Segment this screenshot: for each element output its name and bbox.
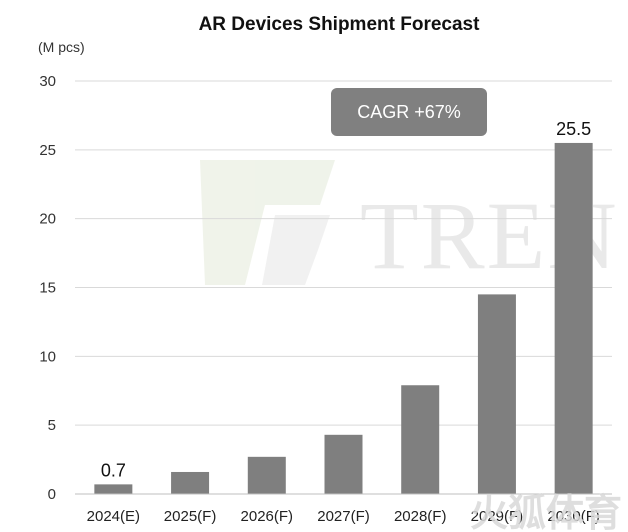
y-tick-label: 15 (39, 280, 56, 297)
y-tick-label: 20 (39, 211, 56, 228)
data-label: 25.5 (556, 119, 591, 139)
y-tick-label: 5 (48, 417, 56, 434)
x-tick-label: 2030(F) (547, 508, 600, 525)
y-tick-label: 30 (39, 73, 56, 90)
y-tick-label: 25 (39, 142, 56, 159)
bar-2028(F) (401, 385, 440, 494)
x-tick-label: 2029(F) (471, 508, 524, 525)
bar-2030(F) (554, 142, 593, 494)
overlay-watermark: 火狐体育 (470, 491, 622, 532)
x-axis-ticks: 2024(E) 2025(F) 2026(F) 2027(F) 2028(F) 2029(… (87, 508, 600, 525)
bar-2026(F) (247, 456, 286, 494)
x-tick-label: 2025(F) (164, 508, 217, 525)
gridlines (75, 80, 612, 426)
y-tick-label: 10 (39, 348, 56, 365)
x-tick-label: 2028(F) (394, 508, 447, 525)
cagr-label: CAGR +67% (357, 102, 461, 122)
watermark-logo-mark-2 (262, 215, 330, 285)
y-tick-label: 0 (48, 486, 56, 503)
bar-2029(F) (477, 294, 516, 494)
bars (94, 142, 593, 494)
x-tick-label: 2026(F) (241, 508, 294, 525)
chart-title: AR Devices Shipment Forecast (199, 14, 481, 35)
watermark-logo-mark (200, 160, 335, 285)
data-labels: 0.7 25.5 (101, 119, 591, 480)
data-label: 0.7 (101, 460, 126, 480)
bar-2027(F) (324, 434, 363, 494)
y-axis-ticks: 0 5 10 15 20 25 30 (39, 73, 56, 503)
cagr-box (331, 88, 487, 136)
cagr-annotation: CAGR +67% (331, 88, 487, 136)
y-unit-label: (M pcs) (38, 39, 85, 55)
x-tick-label: 2027(F) (317, 508, 370, 525)
bar-2025(F) (171, 471, 210, 494)
bar-2024(E) (94, 484, 133, 494)
x-tick-label: 2024(E) (87, 508, 140, 525)
